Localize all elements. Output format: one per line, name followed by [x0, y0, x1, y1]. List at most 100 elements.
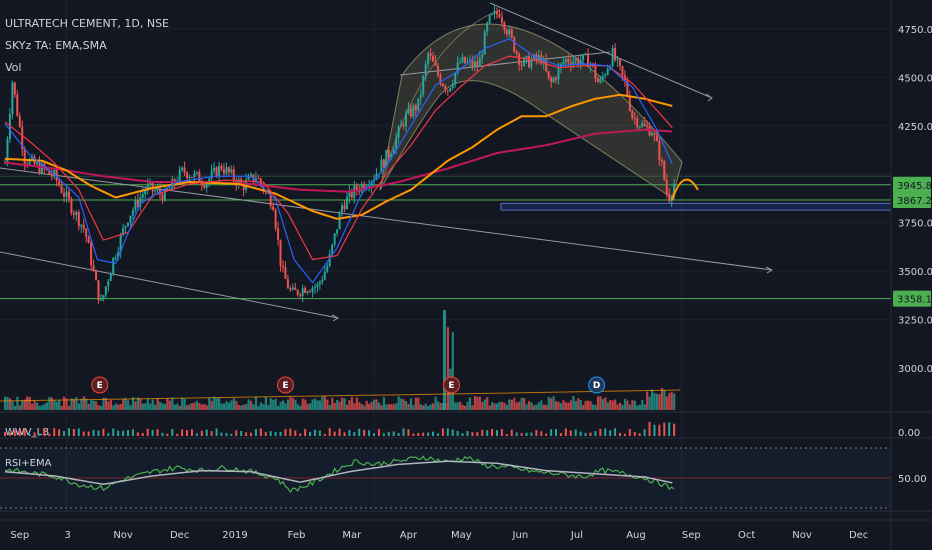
- volume-bar: [178, 405, 181, 410]
- volume-bar: [621, 404, 624, 410]
- volume-bar: [623, 398, 627, 410]
- volume-bar: [95, 401, 98, 410]
- volume-bar: [48, 396, 51, 410]
- x-axis-label: May: [451, 530, 472, 541]
- candle-body: [660, 160, 663, 162]
- indicator-legend[interactable]: SKYz TA: EMA,SMA: [5, 39, 107, 52]
- vwv-bar: [564, 428, 567, 436]
- volume-bar: [355, 397, 358, 410]
- volume-bar: [190, 403, 194, 410]
- marker-label: E: [282, 381, 288, 391]
- candle-body: [390, 154, 393, 157]
- volume-bar: [439, 402, 442, 410]
- vwv-bar: [382, 433, 385, 436]
- volume-bar: [515, 402, 518, 410]
- volume-bar: [215, 398, 218, 410]
- vwv-bar: [574, 429, 577, 436]
- volume-bar: [468, 397, 472, 410]
- candle-body: [412, 105, 415, 117]
- vwv-bar: [102, 428, 105, 436]
- vwv-bar: [432, 431, 435, 436]
- earnings-marker[interactable]: E: [442, 376, 460, 394]
- volume-bar: [505, 404, 509, 410]
- trend-line: [0, 251, 339, 319]
- candle-body: [181, 167, 184, 170]
- candle-body: [134, 199, 137, 210]
- volume-bar: [55, 401, 58, 410]
- volume-bar: [4, 396, 7, 410]
- candle-body: [195, 172, 198, 174]
- volume-bar: [591, 404, 595, 410]
- price-tag[interactable]: 3945.80: [893, 176, 932, 193]
- candle-body: [341, 205, 344, 213]
- vwv-bar: [8, 432, 11, 436]
- ema-fast-line: [4, 38, 673, 284]
- candle-body: [50, 173, 53, 176]
- vwv-bar: [122, 430, 125, 436]
- vwv-bar: [63, 431, 66, 436]
- candle-body: [638, 126, 641, 128]
- marker-label: E: [448, 381, 454, 391]
- volume-bar: [26, 396, 29, 410]
- candle-body: [227, 167, 230, 173]
- candle-body: [146, 184, 149, 191]
- volume-bar: [16, 396, 19, 410]
- candle-body: [648, 126, 651, 136]
- candle-body: [569, 62, 572, 66]
- volume-bar: [400, 398, 403, 410]
- volume-bar: [358, 402, 361, 410]
- vwv-bar: [284, 429, 287, 436]
- volume-bar: [112, 405, 115, 410]
- volume-bar: [427, 405, 430, 410]
- vwv-bar: [540, 431, 543, 436]
- volume-bar: [466, 401, 469, 410]
- volume-legend[interactable]: Vol: [5, 61, 22, 74]
- volume-bar: [345, 404, 349, 410]
- volume-bar: [513, 397, 516, 410]
- sma-line: [4, 128, 673, 193]
- volume-bar: [227, 402, 231, 410]
- volume-bar: [107, 401, 110, 410]
- candle-body: [348, 190, 351, 197]
- volume-bar: [535, 404, 538, 410]
- marker-label: E: [97, 381, 103, 391]
- volume-bar: [537, 402, 541, 410]
- candle-body: [245, 179, 248, 190]
- volume-bar: [316, 400, 319, 410]
- volume-bar: [161, 403, 164, 410]
- vwv-bar: [643, 429, 646, 436]
- earnings-marker[interactable]: E: [276, 376, 294, 394]
- candle-body: [409, 108, 412, 117]
- candle-body: [606, 68, 609, 75]
- volume-bar: [673, 393, 676, 410]
- candle-body: [345, 196, 348, 210]
- volume-bar: [609, 400, 612, 410]
- volume-bar: [380, 405, 383, 410]
- candle-body: [193, 172, 196, 178]
- volume-bar: [446, 327, 449, 410]
- candle-body: [23, 149, 26, 164]
- price-tag[interactable]: 3867.25: [893, 192, 932, 209]
- volume-bar: [269, 398, 272, 410]
- volume-bar: [240, 405, 243, 410]
- volume-bar: [40, 405, 44, 410]
- candle-body: [643, 123, 646, 126]
- volume-bar: [173, 404, 176, 410]
- volume-bar: [631, 400, 634, 410]
- vwv-bar: [648, 422, 651, 436]
- vwv-bar: [58, 429, 61, 436]
- candle-body: [518, 53, 521, 65]
- earnings-marker[interactable]: E: [91, 376, 109, 394]
- candle-body: [178, 169, 181, 183]
- candle-body: [75, 212, 78, 215]
- price-tag[interactable]: 3358.10: [893, 290, 932, 307]
- earnings-marker[interactable]: D: [588, 376, 606, 394]
- volume-bar: [493, 403, 496, 410]
- chart-title[interactable]: ULTRATECH CEMENT, 1D, NSE: [5, 17, 170, 30]
- volume-bar: [407, 404, 410, 410]
- candle-body: [577, 58, 580, 65]
- volume-bar: [281, 400, 285, 410]
- volume-bar: [262, 404, 265, 410]
